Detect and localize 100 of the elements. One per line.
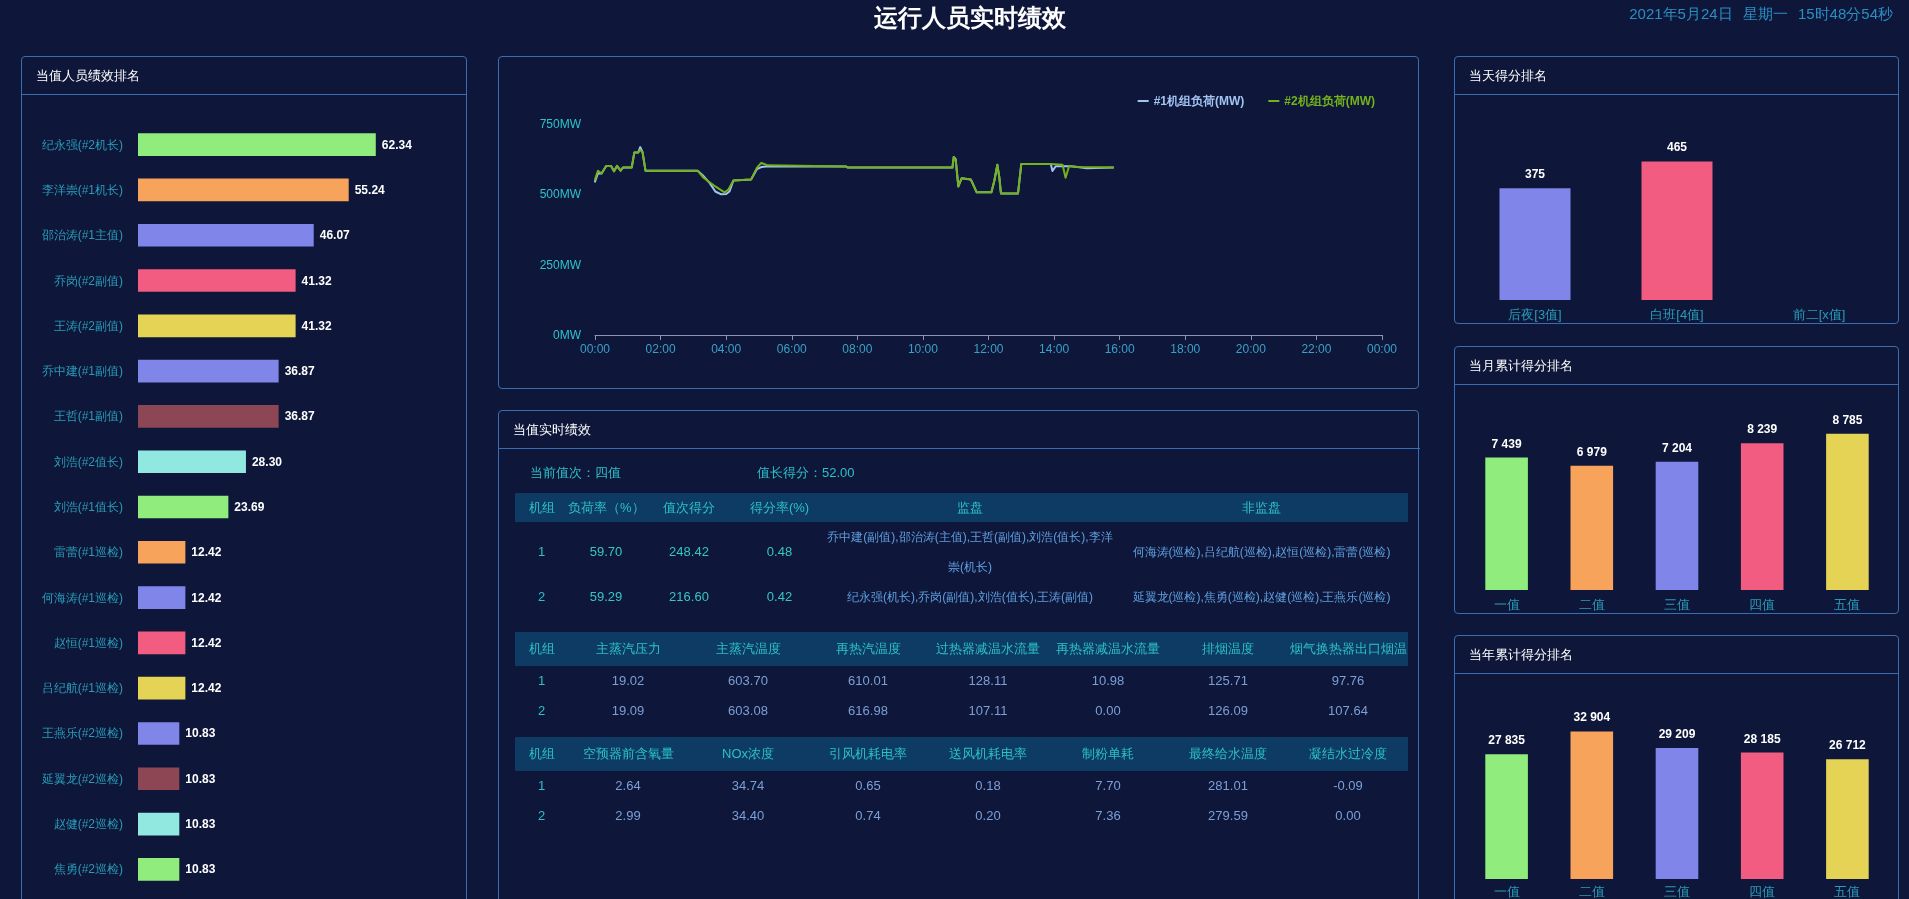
text: 126.09 xyxy=(1208,703,1248,718)
text: 107.11 xyxy=(968,703,1008,718)
text: 2 xyxy=(537,808,546,823)
text: 延翼龙(巡检),焦勇(巡检),赵健(巡检),王燕乐(巡检) xyxy=(1132,590,1391,604)
x-tick-label: 00:00 xyxy=(579,342,611,356)
text: 1 xyxy=(537,673,546,688)
x-tick-label: 三值 xyxy=(1664,597,1690,612)
text: 何海涛(巡检),吕纪航(巡检),赵恒(巡检),雷蕾(巡检) xyxy=(1132,545,1391,559)
text: 0.74 xyxy=(855,808,881,823)
text: 107.64 xyxy=(1328,703,1368,718)
text: 0.00 xyxy=(1335,808,1361,823)
data-label: 29 209 xyxy=(1658,726,1696,741)
x-tick-label: 18:00 xyxy=(1170,342,1201,356)
text: 1 xyxy=(537,544,546,559)
text: 1 xyxy=(537,778,546,793)
x-tick-label: 16:00 xyxy=(1104,342,1136,356)
text: 值长得分：52.00 xyxy=(757,465,855,480)
data-label: 10.83 xyxy=(185,817,216,832)
category-label: 引风机耗电率 xyxy=(829,746,907,761)
data-label: 7 204 xyxy=(1661,440,1693,455)
x-tick-label: 前二[x值] xyxy=(1792,307,1846,322)
text: 2 xyxy=(537,589,546,604)
text: 运行人员实时绩效 xyxy=(874,4,1066,31)
x-tick-label: 一值 xyxy=(1493,884,1520,899)
category-label: 过热器减温水流量 xyxy=(936,641,1040,656)
text: -0.09 xyxy=(1333,778,1363,793)
data-label: 32 904 xyxy=(1573,710,1611,725)
text: 248.42 xyxy=(669,544,709,559)
text: 97.76 xyxy=(1331,673,1365,688)
y-tick-label: 750MW xyxy=(539,117,582,131)
y-tick-label: 乔岗(#2副值) xyxy=(53,273,123,288)
x-tick-label: 08:00 xyxy=(842,342,873,356)
x-tick-label: 22:00 xyxy=(1301,342,1332,356)
text: 34.40 xyxy=(731,808,765,823)
data-label: 10.83 xyxy=(185,862,216,877)
text: 281.01 xyxy=(1208,778,1248,793)
data-label: 8 785 xyxy=(1832,412,1863,427)
text: 59.29 xyxy=(589,589,623,604)
text: 610.01 xyxy=(848,673,888,688)
data-label: 36.87 xyxy=(284,364,315,379)
data-label: 8 239 xyxy=(1747,422,1778,437)
chart-title: 当年累计得分排名 xyxy=(1469,647,1573,662)
text: 2 xyxy=(537,703,546,718)
y-tick-label: 500MW xyxy=(539,187,582,202)
data-label: 28 185 xyxy=(1743,731,1781,746)
data-label: 23.69 xyxy=(234,500,265,514)
text: 0.18 xyxy=(975,778,1001,793)
x-tick-label: 白班[4值] xyxy=(1650,307,1704,322)
x-tick-label: 02:00 xyxy=(645,342,676,356)
x-tick-label: 后夜[3值] xyxy=(1508,307,1562,322)
x-tick-label: 四值 xyxy=(1749,597,1776,612)
category-label: 再热器减温水流量 xyxy=(1056,641,1160,656)
data-label: 26 712 xyxy=(1829,738,1867,753)
data-label: 36.87 xyxy=(284,409,315,424)
y-tick-label: 王哲(#1副值) xyxy=(53,409,123,424)
data-label: 41.32 xyxy=(301,273,332,288)
text: 当值实时绩效 xyxy=(513,422,591,437)
text: 216.60 xyxy=(669,589,709,604)
legend-label: #2机组负荷(MW) xyxy=(1284,94,1376,108)
text: 59.70 xyxy=(589,544,623,559)
data-label: 12.42 xyxy=(191,681,222,696)
data-label: 27 835 xyxy=(1488,733,1526,748)
category-label: 空预器前含氧量 xyxy=(582,746,674,761)
data-label: 375 xyxy=(1524,167,1546,182)
x-tick-label: 10:00 xyxy=(907,342,939,356)
text: 2.99 xyxy=(615,808,641,823)
y-tick-label: 何海涛(#1巡检) xyxy=(41,590,123,605)
y-tick-label: 李洋崇(#1机长) xyxy=(41,182,123,197)
category-label: 再热汽温度 xyxy=(835,641,901,656)
text: 10.98 xyxy=(1091,673,1125,688)
data-label: 28.30 xyxy=(251,454,283,469)
category-label: 得分率(%) xyxy=(749,499,810,515)
text: 0.48 xyxy=(766,544,793,559)
y-tick-label: 刘浩(#1值长) xyxy=(53,500,123,514)
x-tick-label: 00:00 xyxy=(1366,342,1398,356)
y-tick-label: 王燕乐(#2巡检) xyxy=(41,726,123,741)
category-label: 制粉单耗 xyxy=(1082,746,1134,761)
data-label: 6 979 xyxy=(1576,444,1608,459)
y-tick-label: 纪永强(#2机长) xyxy=(41,137,123,152)
category-label: 机组 xyxy=(528,746,555,761)
x-tick-label: 三值 xyxy=(1664,884,1690,899)
text: 0.65 xyxy=(855,778,881,793)
y-tick-label: 刘浩(#2值长) xyxy=(53,454,123,469)
text: 603.70 xyxy=(728,673,768,688)
text: 603.08 xyxy=(728,703,768,718)
data-label: 10.83 xyxy=(185,726,216,741)
category-label: 机组 xyxy=(528,641,555,656)
y-tick-label: 焦勇(#2巡检) xyxy=(53,862,123,877)
chart-title: 当月累计得分排名 xyxy=(1469,358,1573,373)
x-tick-label: 20:00 xyxy=(1235,342,1267,356)
data-label: 10.83 xyxy=(185,771,216,786)
category-label: 值次得分 xyxy=(663,499,715,515)
text: 纪永强(机长),乔岗(副值),刘浩(值长),王涛(副值) xyxy=(847,590,1093,604)
text: 0.42 xyxy=(766,589,793,604)
text: 2021年5月24日 星期一 15时48分54秒 xyxy=(1629,5,1893,22)
y-tick-label: 吕纪航(#1巡检) xyxy=(41,681,123,696)
y-tick-label: 赵健(#2巡检) xyxy=(53,817,123,832)
y-tick-label: 赵恒(#1巡检) xyxy=(53,635,123,650)
x-tick-label: 五值 xyxy=(1834,884,1861,899)
x-tick-label: 一值 xyxy=(1493,597,1520,612)
